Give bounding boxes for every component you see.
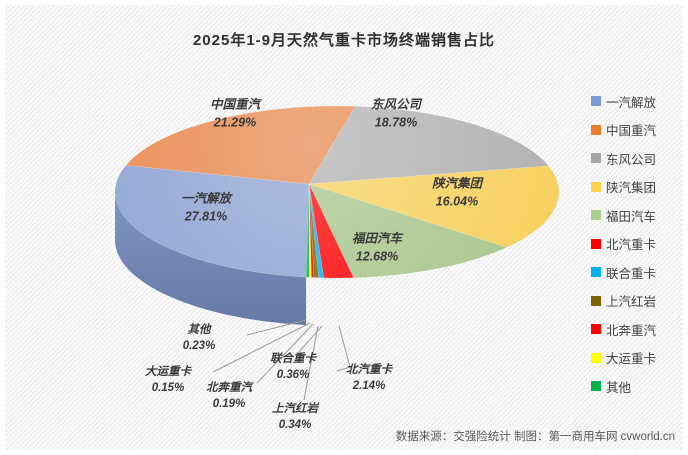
pie-slice-福田汽车 [308,183,508,279]
legend-label: 大运重卡 [606,352,657,366]
legend-label: 北奔重汽 [606,323,657,338]
legend-label: 一汽解放 [606,95,657,110]
legend-swatch-icon [591,324,601,334]
pie-slice-北汽重卡 [308,183,354,279]
legend-item-一汽解放: 一汽解放 [591,95,656,110]
legend-label: 陕汽集团 [606,181,657,195]
legend-swatch-icon [591,238,601,249]
legend-label: 东风公司 [606,152,657,167]
pie-slice-上汽红岩 [308,183,319,278]
pie-slice-其他 [305,183,310,278]
legend-swatch-icon [591,124,601,135]
legend-item-联合重卡: 联合重卡 [591,266,656,281]
legend-swatch-icon [591,181,601,192]
pie-wall-一汽解放 [115,192,307,326]
leader-line-上汽红岩 [303,325,319,401]
legend-item-上汽红岩: 上汽红岩 [591,295,656,309]
legend-item-中国重汽: 中国重汽 [591,124,656,138]
pie-slice-中国重汽 [125,105,356,185]
legend-item-其他: 其他 [591,380,656,395]
legend-swatch-icon [591,96,601,106]
legend-swatch-icon [591,381,601,391]
source-note: 数据来源：交强险统计 制图：第一商用车网 cvworld.cn [395,431,675,443]
legend-label: 北汽重卡 [606,238,657,252]
pie-slice-大运重卡 [308,183,312,278]
legend-swatch-icon [591,295,601,306]
legend-swatch-icon [591,352,601,363]
legend-label: 中国重汽 [606,124,657,138]
legend-swatch-icon [591,267,601,277]
legend-item-东风公司: 东风公司 [591,152,656,167]
leader-line-其他 [246,319,307,336]
legend-swatch-icon [591,153,601,163]
legend-item-北奔重汽: 北奔重汽 [591,323,656,338]
legend-label: 上汽红岩 [606,295,657,309]
leader-line-北奔重汽 [256,323,314,384]
legend-item-大运重卡: 大运重卡 [591,352,656,366]
leader-line-联合重卡 [298,325,323,353]
pie-slice-联合重卡 [308,183,325,279]
legend-item-北汽重卡: 北汽重卡 [591,238,656,252]
legend-swatch-icon [591,210,601,220]
pie-slice-陕汽集团 [308,165,560,248]
chart-title: 2025年1-9月天然气重卡市场终端销售占比 [192,32,496,49]
pie-slice-东风公司 [308,106,550,185]
pie-slice-北奔重汽 [308,183,315,278]
leader-line-北汽重卡 [336,325,351,372]
legend-item-福田汽车: 福田汽车 [591,209,656,224]
pie-slice-一汽解放 [114,165,310,278]
legend-label: 福田汽车 [606,209,657,224]
legend-item-陕汽集团: 陕汽集团 [591,181,656,195]
leader-line-大运重卡 [212,322,311,373]
legend-label: 联合重卡 [606,266,657,281]
pie-3d-plot [114,105,560,401]
legend-label: 其他 [606,380,632,395]
legend: 一汽解放中国重汽东风公司陕汽集团福田汽车北汽重卡联合重卡上汽红岩北奔重汽大运重卡… [591,95,656,409]
